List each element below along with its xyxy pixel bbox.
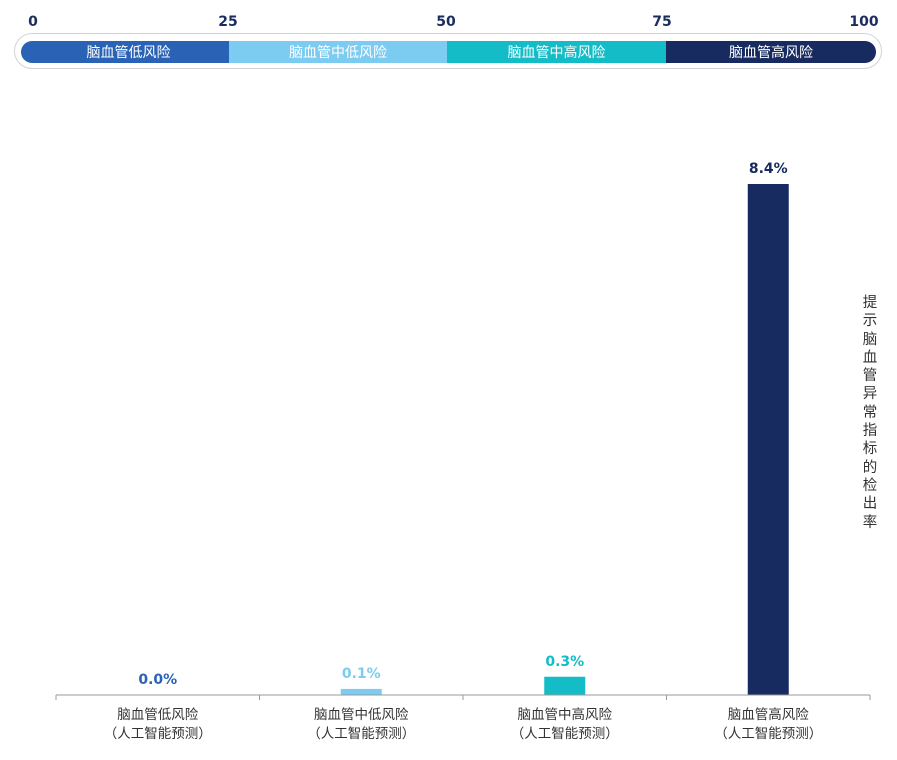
scale-tick: 100	[849, 14, 879, 30]
category-label-line2: （人工智能预测）	[103, 726, 212, 742]
data-label: 0.3%	[545, 654, 584, 670]
risk-segment-mid-low: 脑血管中低风险	[229, 41, 447, 63]
data-label: 8.4%	[749, 161, 788, 177]
category-label-line1: 脑血管中高风险	[517, 707, 613, 723]
category-label: 脑血管低风险 （人工智能预测）	[58, 706, 258, 744]
category-label-line1: 脑血管中低风险	[314, 707, 409, 723]
category-label-line2: （人工智能预测）	[714, 726, 823, 742]
category-label: 脑血管中低风险 （人工智能预测）	[261, 706, 461, 744]
risk-scale-bar: 脑血管低风险 脑血管中低风险 脑血管中高风险 脑血管高风险	[14, 33, 882, 69]
category-label-line2: （人工智能预测）	[307, 726, 416, 742]
scale-tick: 75	[652, 14, 672, 30]
risk-segment-high: 脑血管高风险	[666, 41, 876, 63]
risk-segment-low: 脑血管低风险	[21, 41, 236, 63]
data-label: 0.1%	[342, 666, 381, 682]
category-label-line1: 脑血管高风险	[727, 707, 809, 723]
category-label-line1: 脑血管低风险	[117, 707, 199, 723]
category-label-line2: （人工智能预测）	[510, 726, 619, 742]
category-label: 脑血管中高风险 （人工智能预测）	[465, 706, 665, 744]
risk-segment-mid-high: 脑血管中高风险	[447, 41, 666, 63]
category-label: 脑血管高风险 （人工智能预测）	[668, 706, 868, 744]
bar	[340, 688, 382, 695]
scale-tick: 25	[218, 14, 238, 30]
scale-tick: 50	[436, 14, 456, 30]
data-label: 0.0%	[138, 672, 177, 688]
bar	[544, 676, 586, 695]
y-axis-label: 提示脑血管异常指标的检出率	[862, 295, 878, 531]
bar	[747, 184, 789, 695]
scale-tick: 0	[28, 14, 38, 30]
